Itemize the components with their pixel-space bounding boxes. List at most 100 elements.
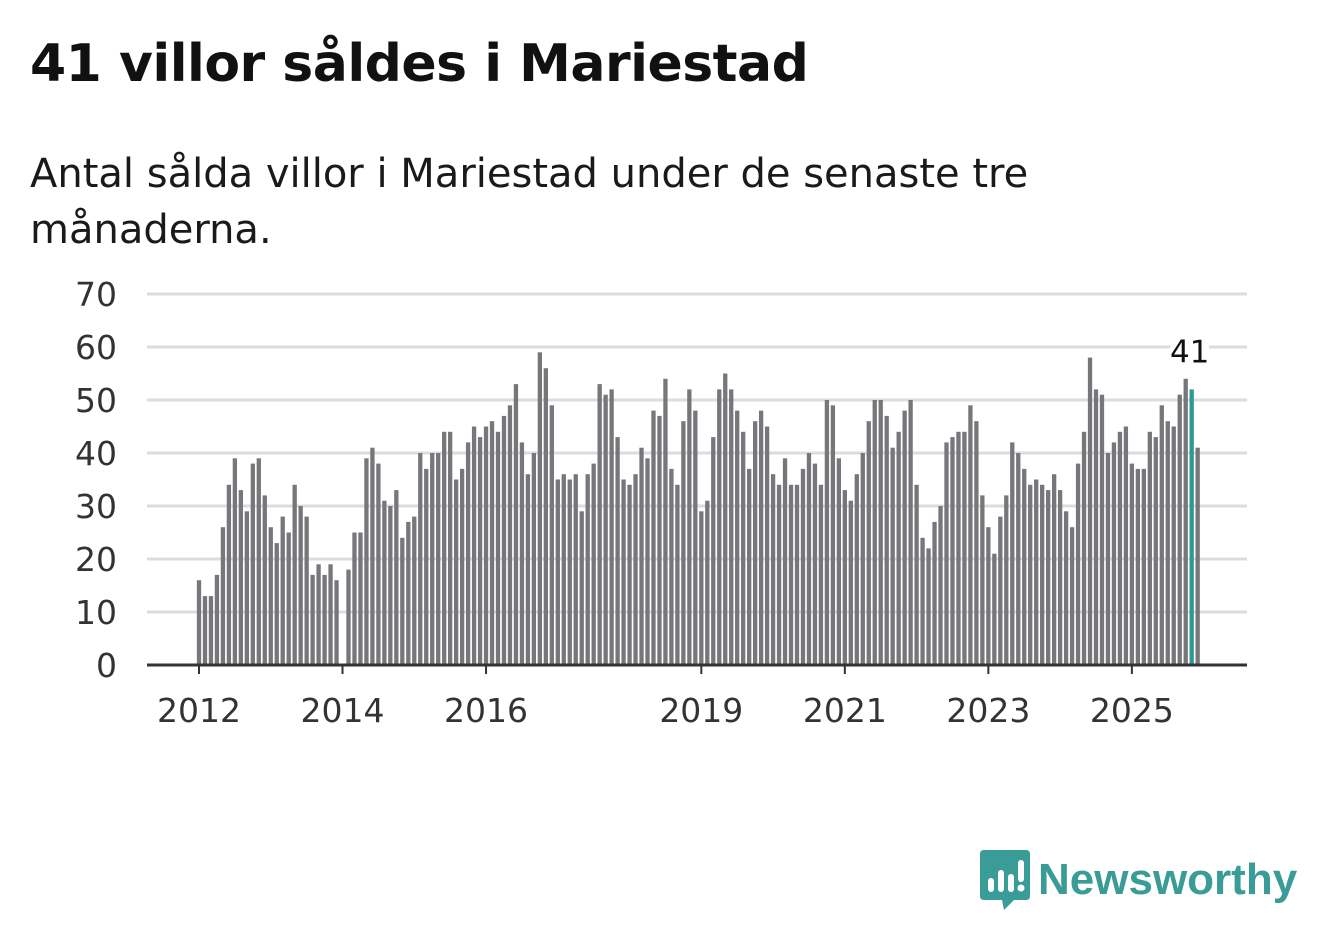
bar [298, 506, 303, 665]
bar [424, 468, 429, 665]
bar [729, 389, 734, 665]
bar [1051, 474, 1057, 665]
bar-highlight [1189, 389, 1194, 665]
bar [513, 384, 519, 665]
bar [818, 484, 824, 665]
bar [1171, 426, 1176, 665]
bar [926, 548, 931, 665]
bar [830, 405, 836, 665]
bar [944, 442, 949, 665]
bar [866, 421, 871, 665]
bar [860, 453, 865, 665]
bar [848, 500, 853, 665]
x-tick-label: 2014 [301, 691, 385, 730]
bar [388, 506, 393, 665]
bar [226, 484, 232, 665]
bar [591, 463, 596, 665]
bar [1099, 394, 1105, 665]
bar [663, 378, 668, 665]
chart-title: 41 villor såldes i Mariestad [30, 34, 809, 94]
bar [561, 474, 566, 665]
bar [316, 564, 321, 665]
bar [657, 415, 662, 665]
x-tick-label: 2025 [1090, 691, 1174, 730]
bar [633, 474, 638, 665]
bar [1093, 389, 1099, 665]
bar [543, 368, 548, 665]
bar [758, 410, 764, 665]
bar [956, 431, 961, 665]
bar [1040, 484, 1045, 665]
bar [483, 426, 489, 665]
bar [621, 479, 626, 665]
bar [418, 453, 423, 665]
bar [794, 484, 800, 665]
bar [800, 468, 806, 665]
y-tick-label: 40 [75, 434, 117, 473]
bar [1177, 394, 1182, 665]
bar [1129, 463, 1135, 665]
bar [292, 484, 297, 665]
bar [824, 400, 830, 665]
bar [854, 474, 859, 665]
bar [1063, 511, 1069, 665]
bar [920, 537, 925, 665]
bar [525, 474, 531, 665]
bar [1117, 431, 1123, 665]
bar [304, 516, 309, 665]
bar [764, 426, 770, 665]
bar [735, 410, 740, 665]
newsworthy-logo[interactable]: Newsworthy [980, 848, 1297, 912]
bar [932, 521, 937, 665]
bar [986, 527, 991, 665]
bar [268, 527, 273, 665]
bar [394, 490, 399, 665]
bar [711, 437, 716, 665]
bar [747, 468, 752, 665]
bar [244, 511, 249, 665]
bar [232, 458, 238, 665]
bar [537, 352, 543, 665]
bar [280, 516, 285, 665]
y-tick-label: 0 [96, 646, 117, 685]
bar [782, 458, 788, 665]
bar [501, 415, 507, 665]
bar [1111, 442, 1117, 665]
newsworthy-chart-bubble-icon [980, 850, 1030, 910]
bar [208, 596, 214, 665]
bar [968, 405, 973, 665]
bar [627, 484, 632, 665]
bar [1057, 490, 1063, 665]
bar [471, 426, 477, 665]
bar [1087, 357, 1093, 665]
bar [328, 564, 333, 665]
bar [406, 521, 411, 665]
bar [836, 458, 842, 665]
bar [1123, 426, 1129, 665]
bar [878, 400, 883, 665]
bar [1165, 421, 1170, 665]
brand-name: Newsworthy [1038, 855, 1298, 904]
bar [358, 532, 363, 665]
bar [603, 394, 608, 665]
bar [645, 458, 650, 665]
bar [675, 484, 680, 665]
bar [902, 410, 907, 665]
bar [962, 431, 967, 665]
bar [770, 474, 776, 665]
x-axis-tick-labels: 2012 2014 2016 2019 2021 2023 2025 [157, 665, 1174, 730]
y-tick-label: 20 [75, 540, 117, 579]
bar [196, 580, 202, 665]
bar [459, 468, 465, 665]
y-tick-label: 50 [75, 381, 117, 420]
bar [531, 453, 537, 665]
bar [453, 479, 459, 665]
bar-chart: 0 10 20 30 40 50 60 70 2012 2014 2016 2019 2021 2023… [75, 275, 1247, 730]
bar [884, 415, 889, 665]
bar [322, 574, 327, 665]
bar [752, 421, 758, 665]
bar [555, 479, 560, 665]
bar [364, 458, 369, 665]
value-callout: 41 [1169, 331, 1210, 372]
y-axis-tick-labels: 0 10 20 30 40 50 60 70 [75, 275, 117, 685]
